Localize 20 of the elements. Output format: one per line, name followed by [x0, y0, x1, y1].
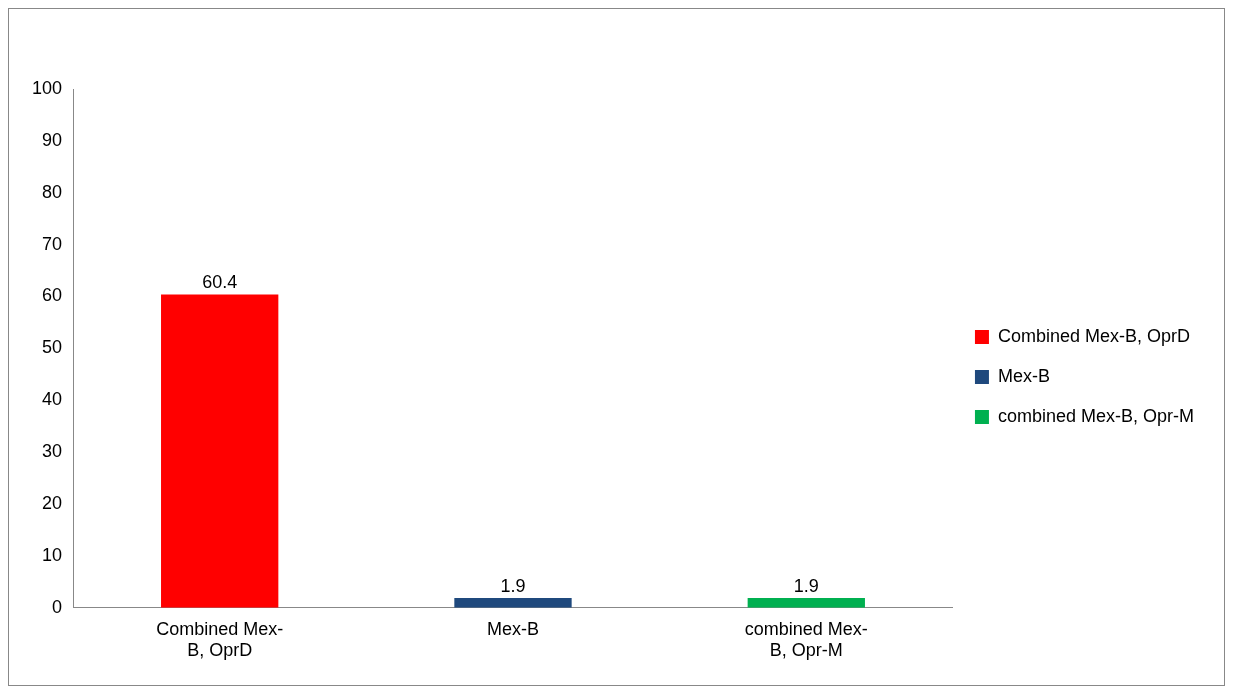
data-label: 1.9: [500, 575, 526, 596]
y-tick-label: 80: [42, 181, 63, 202]
y-tick-label: 30: [42, 441, 63, 462]
y-tick-label: 0: [52, 596, 63, 617]
y-tick-label: 50: [42, 337, 63, 358]
y-tick-label: 90: [42, 129, 63, 150]
y-tick-label: 60: [42, 285, 63, 306]
y-tick-label: 20: [42, 493, 63, 514]
legend-label: combined Mex-B, Opr-M: [997, 405, 1195, 426]
x-tick-label: Mex-B: [486, 618, 539, 639]
x-tick-label: combined Mex-B, Opr-M: [744, 618, 868, 661]
data-label: 1.9: [793, 575, 819, 596]
y-tick-label: 10: [42, 544, 63, 565]
legend-label: Combined Mex-B, OprD: [997, 325, 1191, 346]
x-tick-label: Combined Mex-B, OprD: [156, 618, 284, 661]
data-label: 60.4: [202, 272, 238, 293]
y-tick-label: 40: [42, 389, 63, 410]
legend-label: Mex-B: [997, 365, 1050, 386]
y-tick-label: 70: [42, 233, 63, 254]
y-tick-label: 100: [31, 77, 63, 98]
